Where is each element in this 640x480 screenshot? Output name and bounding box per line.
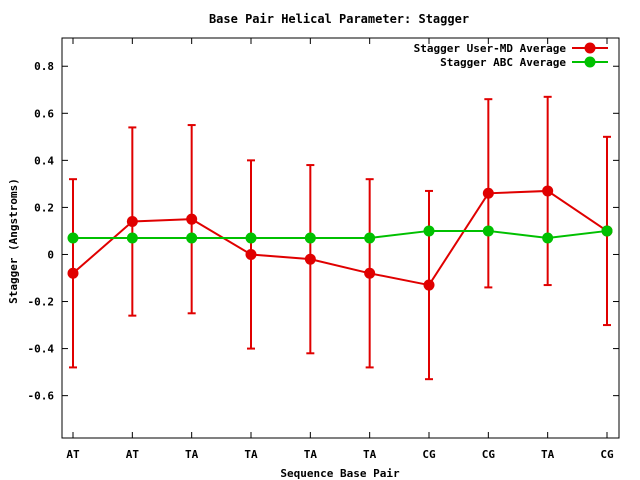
data-point (67, 267, 79, 279)
y-axis-label: Stagger (Angstroms) (7, 178, 20, 304)
y-axis-ticks: 0.8 0.6 0.4 0.2 0 -0.2 -0.4 -0.6 (28, 60, 619, 403)
data-point (542, 232, 554, 244)
series-2 (67, 225, 613, 244)
x-tick-label: TA (304, 448, 318, 461)
data-point (304, 232, 316, 244)
data-point (601, 225, 613, 237)
data-point (482, 187, 494, 199)
x-tick-label: CG (600, 448, 614, 461)
series-layer (67, 95, 613, 381)
plot-frame (61, 37, 620, 439)
legend-label: Stagger User-MD Average (414, 42, 567, 55)
y-tick-label: 0.6 (34, 107, 54, 120)
data-point (423, 279, 435, 291)
series-line (73, 229, 608, 240)
legend-marker (584, 56, 596, 68)
y-tick-label: 0.8 (34, 60, 54, 73)
data-point (364, 232, 376, 244)
x-axis-label: Sequence Base Pair (280, 467, 400, 480)
x-tick-label: TA (185, 448, 199, 461)
x-tick-label: CG (482, 448, 496, 461)
x-tick-label: TA (363, 448, 377, 461)
y-tick-label: -0.2 (28, 296, 55, 309)
chart-title: Base Pair Helical Parameter: Stagger (209, 12, 469, 26)
data-point (245, 248, 257, 260)
y-tick-label: -0.6 (28, 390, 55, 403)
y-tick-label: 0.2 (34, 201, 54, 214)
x-tick-label: TA (244, 448, 258, 461)
data-point (186, 213, 198, 225)
data-point (542, 185, 554, 197)
y-tick-label: 0.4 (34, 154, 54, 167)
data-point (67, 232, 79, 244)
y-tick-label: -0.4 (28, 343, 55, 356)
data-point (423, 225, 435, 237)
data-point (126, 216, 138, 228)
x-axis-ticks: AT AT TA TA TA TA CG CG TA CG (66, 38, 614, 461)
x-tick-label: CG (422, 448, 436, 461)
x-tick-label: AT (126, 448, 140, 461)
x-tick-label: TA (541, 448, 555, 461)
legend-marker (584, 42, 596, 54)
data-point (304, 253, 316, 265)
x-tick-label: AT (66, 448, 80, 461)
data-point (482, 225, 494, 237)
legend-label: Stagger ABC Average (440, 56, 566, 69)
data-point (245, 232, 257, 244)
data-point (364, 267, 376, 279)
data-point (186, 232, 198, 244)
series-line (72, 189, 608, 287)
y-tick-label: 0 (47, 248, 54, 261)
data-point (126, 232, 138, 244)
